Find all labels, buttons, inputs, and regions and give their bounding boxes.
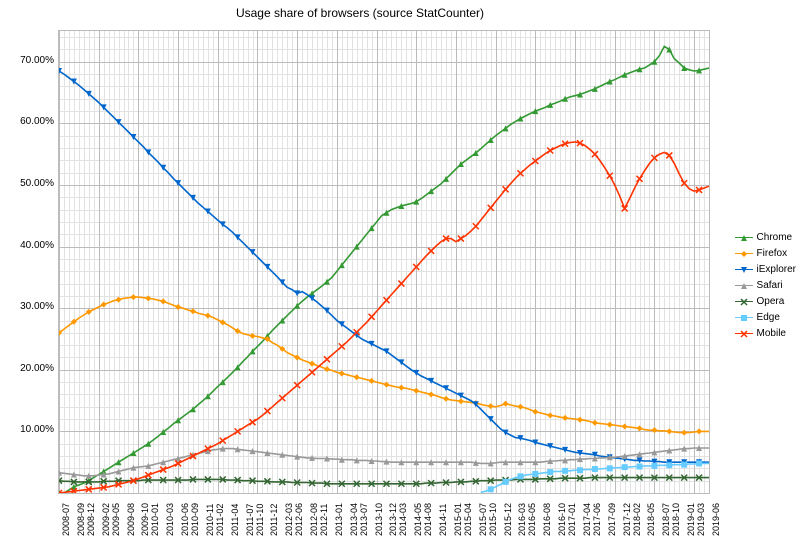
x-tick-label: 2018-10 bbox=[671, 503, 681, 536]
x-tick-label: 2013-12 bbox=[388, 503, 398, 536]
legend-item: Mobile bbox=[735, 326, 796, 341]
legend-item: Firefox bbox=[735, 246, 796, 261]
x-tick-label: 2009-08 bbox=[126, 503, 136, 536]
legend-item: Opera bbox=[735, 294, 796, 309]
x-tick-label: 2010-09 bbox=[190, 503, 200, 536]
y-tick-label: 60.00% bbox=[6, 116, 54, 127]
y-tick-label: 30.00% bbox=[6, 301, 54, 312]
x-tick-label: 2008-09 bbox=[76, 503, 86, 536]
x-tick-label: 2010-01 bbox=[150, 503, 160, 536]
x-tick-label: 2009-10 bbox=[140, 503, 150, 536]
x-tick-label: 2017-06 bbox=[592, 503, 602, 536]
x-tick-label: 2019-01 bbox=[686, 503, 696, 536]
y-tick-label: 50.00% bbox=[6, 178, 54, 189]
x-tick-label: 2018-07 bbox=[661, 503, 671, 536]
x-tick-label: 2019-03 bbox=[696, 503, 706, 536]
x-tick-label: 2011-07 bbox=[245, 504, 255, 536]
x-tick-label: 2016-08 bbox=[542, 503, 552, 536]
x-tick-label: 2013-04 bbox=[349, 503, 359, 536]
x-tick-label: 2008-07 bbox=[61, 503, 71, 536]
x-tick-label: 2016-03 bbox=[517, 503, 527, 536]
x-tick-label: 2008-12 bbox=[86, 503, 96, 536]
legend-label: Edge bbox=[757, 310, 780, 325]
x-tick-label: 2013-07 bbox=[359, 503, 369, 536]
x-tick-label: 2018-05 bbox=[646, 503, 656, 536]
legend: ChromeFirefoxiExplorerSafariOperaEdgeMob… bbox=[735, 230, 796, 342]
x-tick-label: 2017-04 bbox=[582, 503, 592, 536]
x-tick-label: 2009-05 bbox=[111, 503, 121, 536]
y-tick-label: 40.00% bbox=[6, 240, 54, 251]
legend-item: Safari bbox=[735, 278, 796, 293]
x-tick-label: 2015-01 bbox=[453, 503, 463, 536]
legend-label: Chrome bbox=[757, 230, 793, 245]
x-tick-label: 2015-04 bbox=[463, 503, 473, 536]
x-tick-label: 2015-07 bbox=[478, 503, 488, 536]
legend-item: Edge bbox=[735, 310, 796, 325]
x-tick-label: 2012-11 bbox=[319, 504, 329, 536]
legend-label: Firefox bbox=[757, 246, 788, 261]
legend-label: Opera bbox=[757, 294, 785, 309]
x-tick-label: 2014-08 bbox=[423, 503, 433, 536]
x-tick-label: 2017-12 bbox=[622, 503, 632, 536]
legend-label: Safari bbox=[757, 278, 783, 293]
legend-item: Chrome bbox=[735, 230, 796, 245]
x-tick-label: 2019-06 bbox=[711, 503, 721, 536]
x-tick-label: 2011-10 bbox=[255, 504, 265, 536]
x-tick-label: 2012-08 bbox=[309, 503, 319, 536]
x-tick-label: 2010-06 bbox=[180, 503, 190, 536]
x-tick-label: 2012-06 bbox=[294, 503, 304, 536]
x-tick-label: 2016-05 bbox=[527, 503, 537, 536]
x-tick-label: 2015-10 bbox=[488, 503, 498, 536]
x-tick-label: 2010-03 bbox=[165, 503, 175, 536]
x-tick-label: 2012-03 bbox=[284, 503, 294, 536]
x-tick-label: 2018-02 bbox=[632, 503, 642, 536]
legend-item: iExplorer bbox=[735, 262, 796, 277]
x-tick-label: 2009-02 bbox=[101, 503, 111, 536]
x-tick-label: 2017-09 bbox=[607, 503, 617, 536]
y-tick-label: 10.00% bbox=[6, 424, 54, 435]
x-tick-label: 2016-10 bbox=[557, 503, 567, 536]
x-tick-label: 2017-01 bbox=[567, 503, 577, 536]
legend-label: Mobile bbox=[757, 326, 786, 341]
x-tick-label: 2013-01 bbox=[334, 503, 344, 536]
x-tick-label: 2014-11 bbox=[438, 504, 448, 536]
x-tick-label: 2011-04 bbox=[230, 504, 240, 536]
plot-area bbox=[58, 30, 710, 494]
x-tick-label: 2013-10 bbox=[374, 503, 384, 536]
x-tick-label: 2010-11 bbox=[205, 504, 215, 536]
legend-label: iExplorer bbox=[757, 262, 796, 277]
chart-title: Usage share of browsers (source StatCoun… bbox=[0, 6, 720, 20]
y-tick-label: 70.00% bbox=[6, 55, 54, 66]
x-tick-label: 2011-02 bbox=[215, 504, 225, 536]
y-tick-label: 20.00% bbox=[6, 363, 54, 374]
x-tick-label: 2014-05 bbox=[413, 503, 423, 536]
x-tick-label: 2015-12 bbox=[503, 503, 513, 536]
x-tick-label: 2011-12 bbox=[269, 504, 279, 536]
x-tick-label: 2014-03 bbox=[398, 503, 408, 536]
